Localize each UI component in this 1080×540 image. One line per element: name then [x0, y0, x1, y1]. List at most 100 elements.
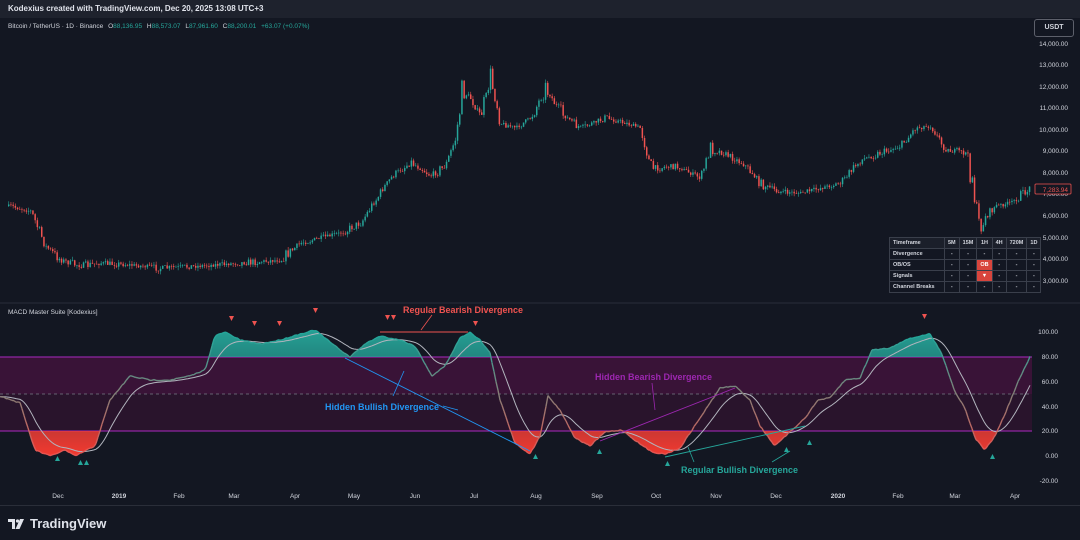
candle-body	[188, 267, 190, 269]
candle-body	[588, 125, 591, 127]
currency-button[interactable]: USDT	[1034, 19, 1074, 37]
candle-body	[874, 157, 877, 159]
price-pane[interactable]	[0, 18, 1032, 302]
candle-body	[896, 148, 899, 150]
oscillator-segment	[697, 417, 701, 422]
tradingview-logo[interactable]: TradingView	[8, 516, 106, 531]
overbought-zone	[0, 357, 1032, 394]
candle-body	[302, 242, 305, 244]
indicator-axis[interactable]: 100.00 80.00 60.00 40.00 20.00 0.00 -20.…	[1038, 329, 1058, 485]
oscillator-segment	[297, 333, 301, 336]
oscillator-segment	[1027, 356, 1031, 362]
candle-body	[593, 121, 595, 123]
hidden-bullish-pointer-right	[442, 405, 459, 411]
candle-body	[767, 185, 769, 187]
indicator-tick: 100.00	[1038, 329, 1058, 336]
oscillator-segment	[953, 388, 957, 394]
status-cell: -	[991, 270, 1007, 282]
sell-signal-marker	[277, 321, 282, 326]
candle-body	[406, 165, 408, 169]
candle-body	[63, 259, 65, 263]
oscillator-segment	[131, 375, 135, 378]
candle-body	[30, 210, 32, 212]
candle-body	[808, 189, 811, 192]
signal-line	[0, 332, 1031, 453]
price-axis[interactable]: 14,000.00 13,000.00 12,000.00 11,000.00 …	[1039, 41, 1068, 285]
oscillator-segment	[769, 439, 773, 443]
oscillator-segment	[823, 397, 827, 400]
candle-body	[586, 124, 589, 126]
oscillator-segment	[925, 333, 929, 336]
chart-area[interactable]: Bitcoin / TetherUS · 1D · Binance O88,13…	[0, 18, 1080, 505]
oscillator-segment	[965, 411, 969, 418]
time-tick: Feb	[173, 493, 185, 500]
status-cell: -	[958, 248, 978, 260]
candle-body	[335, 233, 338, 234]
chart-attribution-bar: Kodexius created with TradingView.com, D…	[0, 0, 1080, 18]
candle-body	[54, 251, 56, 253]
candle-body	[630, 125, 633, 126]
candle-body	[932, 127, 934, 132]
time-axis[interactable]: Dec 2019 Feb Mar Apr May Jun Jul Aug Sep…	[52, 493, 1021, 500]
candle-body	[1024, 190, 1026, 195]
candle-body	[236, 264, 239, 266]
candle-body	[133, 264, 135, 266]
candle-body	[602, 121, 604, 122]
oversold-zone	[0, 394, 1032, 431]
oscillator-segment	[569, 428, 573, 433]
oscillator-segment	[169, 378, 173, 382]
candle-body	[190, 265, 193, 269]
time-tick: 2019	[112, 493, 127, 500]
oscillator-segment	[991, 436, 995, 442]
candle-body	[628, 122, 630, 126]
oscillator-segment	[999, 419, 1003, 426]
candle-body	[773, 186, 776, 190]
candle-body	[822, 188, 824, 189]
oscillator-segment	[997, 424, 1001, 430]
close-label: C	[223, 23, 228, 30]
candle-body	[276, 260, 278, 262]
candle-body	[274, 260, 276, 262]
oscillator-segment	[353, 350, 357, 354]
oscillator-segment	[1009, 396, 1013, 403]
candle-body	[322, 234, 325, 236]
oscillator-segment	[25, 421, 29, 429]
oscillator-segment	[755, 415, 759, 421]
candle-body	[705, 158, 707, 169]
candle-body	[109, 261, 111, 265]
oscillator-segment	[759, 425, 763, 429]
indicator-pane[interactable]: MACD Master Suite [Kodexius] Regular Bea…	[0, 305, 1032, 475]
candle-body	[27, 210, 30, 212]
oscillator-segment	[435, 370, 439, 374]
candle-body	[289, 248, 292, 257]
oscillator-segment	[29, 434, 33, 442]
candle-body	[430, 175, 432, 177]
oscillator-segment	[509, 428, 513, 435]
candle-body	[197, 265, 199, 268]
oscillator-segment	[651, 451, 655, 454]
oscillator-segment	[495, 381, 499, 391]
candle-body	[500, 123, 503, 125]
oscillator-segment	[471, 333, 475, 337]
oscillator-segment	[589, 444, 593, 447]
candle-body	[313, 237, 316, 241]
candle-body	[507, 125, 509, 128]
candle-body	[918, 127, 921, 129]
candle-body	[373, 203, 375, 205]
time-tick: Sep	[591, 493, 603, 500]
indicator-tick: 0.00	[1045, 453, 1058, 460]
candle-body	[538, 100, 540, 107]
candle-body	[503, 123, 505, 124]
oscillator-segment	[241, 339, 245, 342]
oscillator-segment	[121, 383, 125, 386]
oscillator-segment	[287, 336, 291, 339]
candle-body	[333, 233, 336, 235]
candle-body	[580, 125, 582, 127]
candle-body	[428, 174, 430, 176]
candle-body	[340, 232, 342, 234]
oscillator-segment	[493, 371, 497, 382]
oscillator-segment	[841, 381, 845, 384]
hidden-bearish-pointer	[651, 382, 656, 411]
time-tick: Dec	[770, 493, 782, 500]
candle-body	[32, 210, 34, 215]
